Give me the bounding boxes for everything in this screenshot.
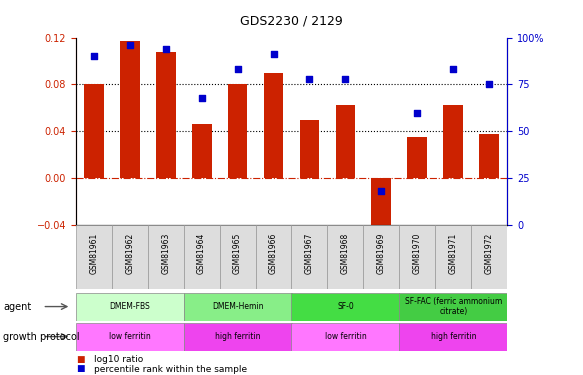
Bar xyxy=(192,124,212,178)
Bar xyxy=(255,225,292,289)
Text: high ferritin: high ferritin xyxy=(430,332,476,341)
Text: GSM81971: GSM81971 xyxy=(449,232,458,274)
Point xyxy=(89,53,99,59)
Text: GSM81961: GSM81961 xyxy=(89,232,99,274)
Text: GSM81963: GSM81963 xyxy=(161,232,170,274)
Bar xyxy=(399,292,507,321)
Text: GSM81967: GSM81967 xyxy=(305,232,314,274)
Bar xyxy=(444,105,463,178)
Text: GSM81962: GSM81962 xyxy=(125,232,134,274)
Bar xyxy=(120,41,139,178)
Point xyxy=(340,76,350,82)
Bar xyxy=(264,73,283,178)
Bar xyxy=(300,120,319,178)
Text: SF-0: SF-0 xyxy=(337,302,354,311)
Bar xyxy=(399,225,436,289)
Text: high ferritin: high ferritin xyxy=(215,332,261,341)
Text: ■: ■ xyxy=(76,355,85,364)
Bar xyxy=(479,134,499,178)
Bar xyxy=(292,292,399,321)
Bar xyxy=(84,84,104,178)
Bar xyxy=(184,292,292,321)
Text: SF-FAC (ferric ammonium
citrate): SF-FAC (ferric ammonium citrate) xyxy=(405,297,502,316)
Bar xyxy=(328,225,363,289)
Bar xyxy=(471,225,507,289)
Bar xyxy=(399,322,507,351)
Text: GSM81970: GSM81970 xyxy=(413,232,422,274)
Text: DMEM-Hemin: DMEM-Hemin xyxy=(212,302,264,311)
Bar xyxy=(147,225,184,289)
Text: GSM81972: GSM81972 xyxy=(484,232,494,274)
Text: agent: agent xyxy=(3,302,31,312)
Bar xyxy=(184,225,220,289)
Text: GSM81965: GSM81965 xyxy=(233,232,242,274)
Bar xyxy=(408,137,427,178)
Text: GDS2230 / 2129: GDS2230 / 2129 xyxy=(240,15,343,28)
Point xyxy=(305,76,314,82)
Bar xyxy=(336,105,355,178)
Point xyxy=(125,42,134,48)
Point xyxy=(269,51,278,57)
Point xyxy=(233,66,242,72)
Text: GSM81968: GSM81968 xyxy=(341,232,350,274)
Bar xyxy=(184,322,292,351)
Text: percentile rank within the sample: percentile rank within the sample xyxy=(94,364,248,374)
Text: log10 ratio: log10 ratio xyxy=(94,355,143,364)
Bar xyxy=(76,225,112,289)
Text: low ferritin: low ferritin xyxy=(109,332,150,341)
Bar xyxy=(220,225,255,289)
Bar xyxy=(371,178,391,230)
Text: growth protocol: growth protocol xyxy=(3,332,79,342)
Point xyxy=(413,110,422,116)
Text: low ferritin: low ferritin xyxy=(325,332,366,341)
Bar xyxy=(112,225,147,289)
Text: GSM81966: GSM81966 xyxy=(269,232,278,274)
Point xyxy=(161,46,170,52)
Point xyxy=(448,66,458,72)
Bar xyxy=(436,225,471,289)
Text: GSM81964: GSM81964 xyxy=(197,232,206,274)
Bar xyxy=(76,322,184,351)
Text: ■: ■ xyxy=(76,364,85,374)
Point xyxy=(197,94,206,100)
Text: DMEM-FBS: DMEM-FBS xyxy=(110,302,150,311)
Text: GSM81969: GSM81969 xyxy=(377,232,386,274)
Bar xyxy=(292,225,328,289)
Bar xyxy=(292,322,399,351)
Point xyxy=(484,81,494,87)
Bar xyxy=(363,225,399,289)
Bar xyxy=(228,84,247,178)
Point xyxy=(377,188,386,194)
Bar xyxy=(156,52,175,178)
Bar xyxy=(76,292,184,321)
